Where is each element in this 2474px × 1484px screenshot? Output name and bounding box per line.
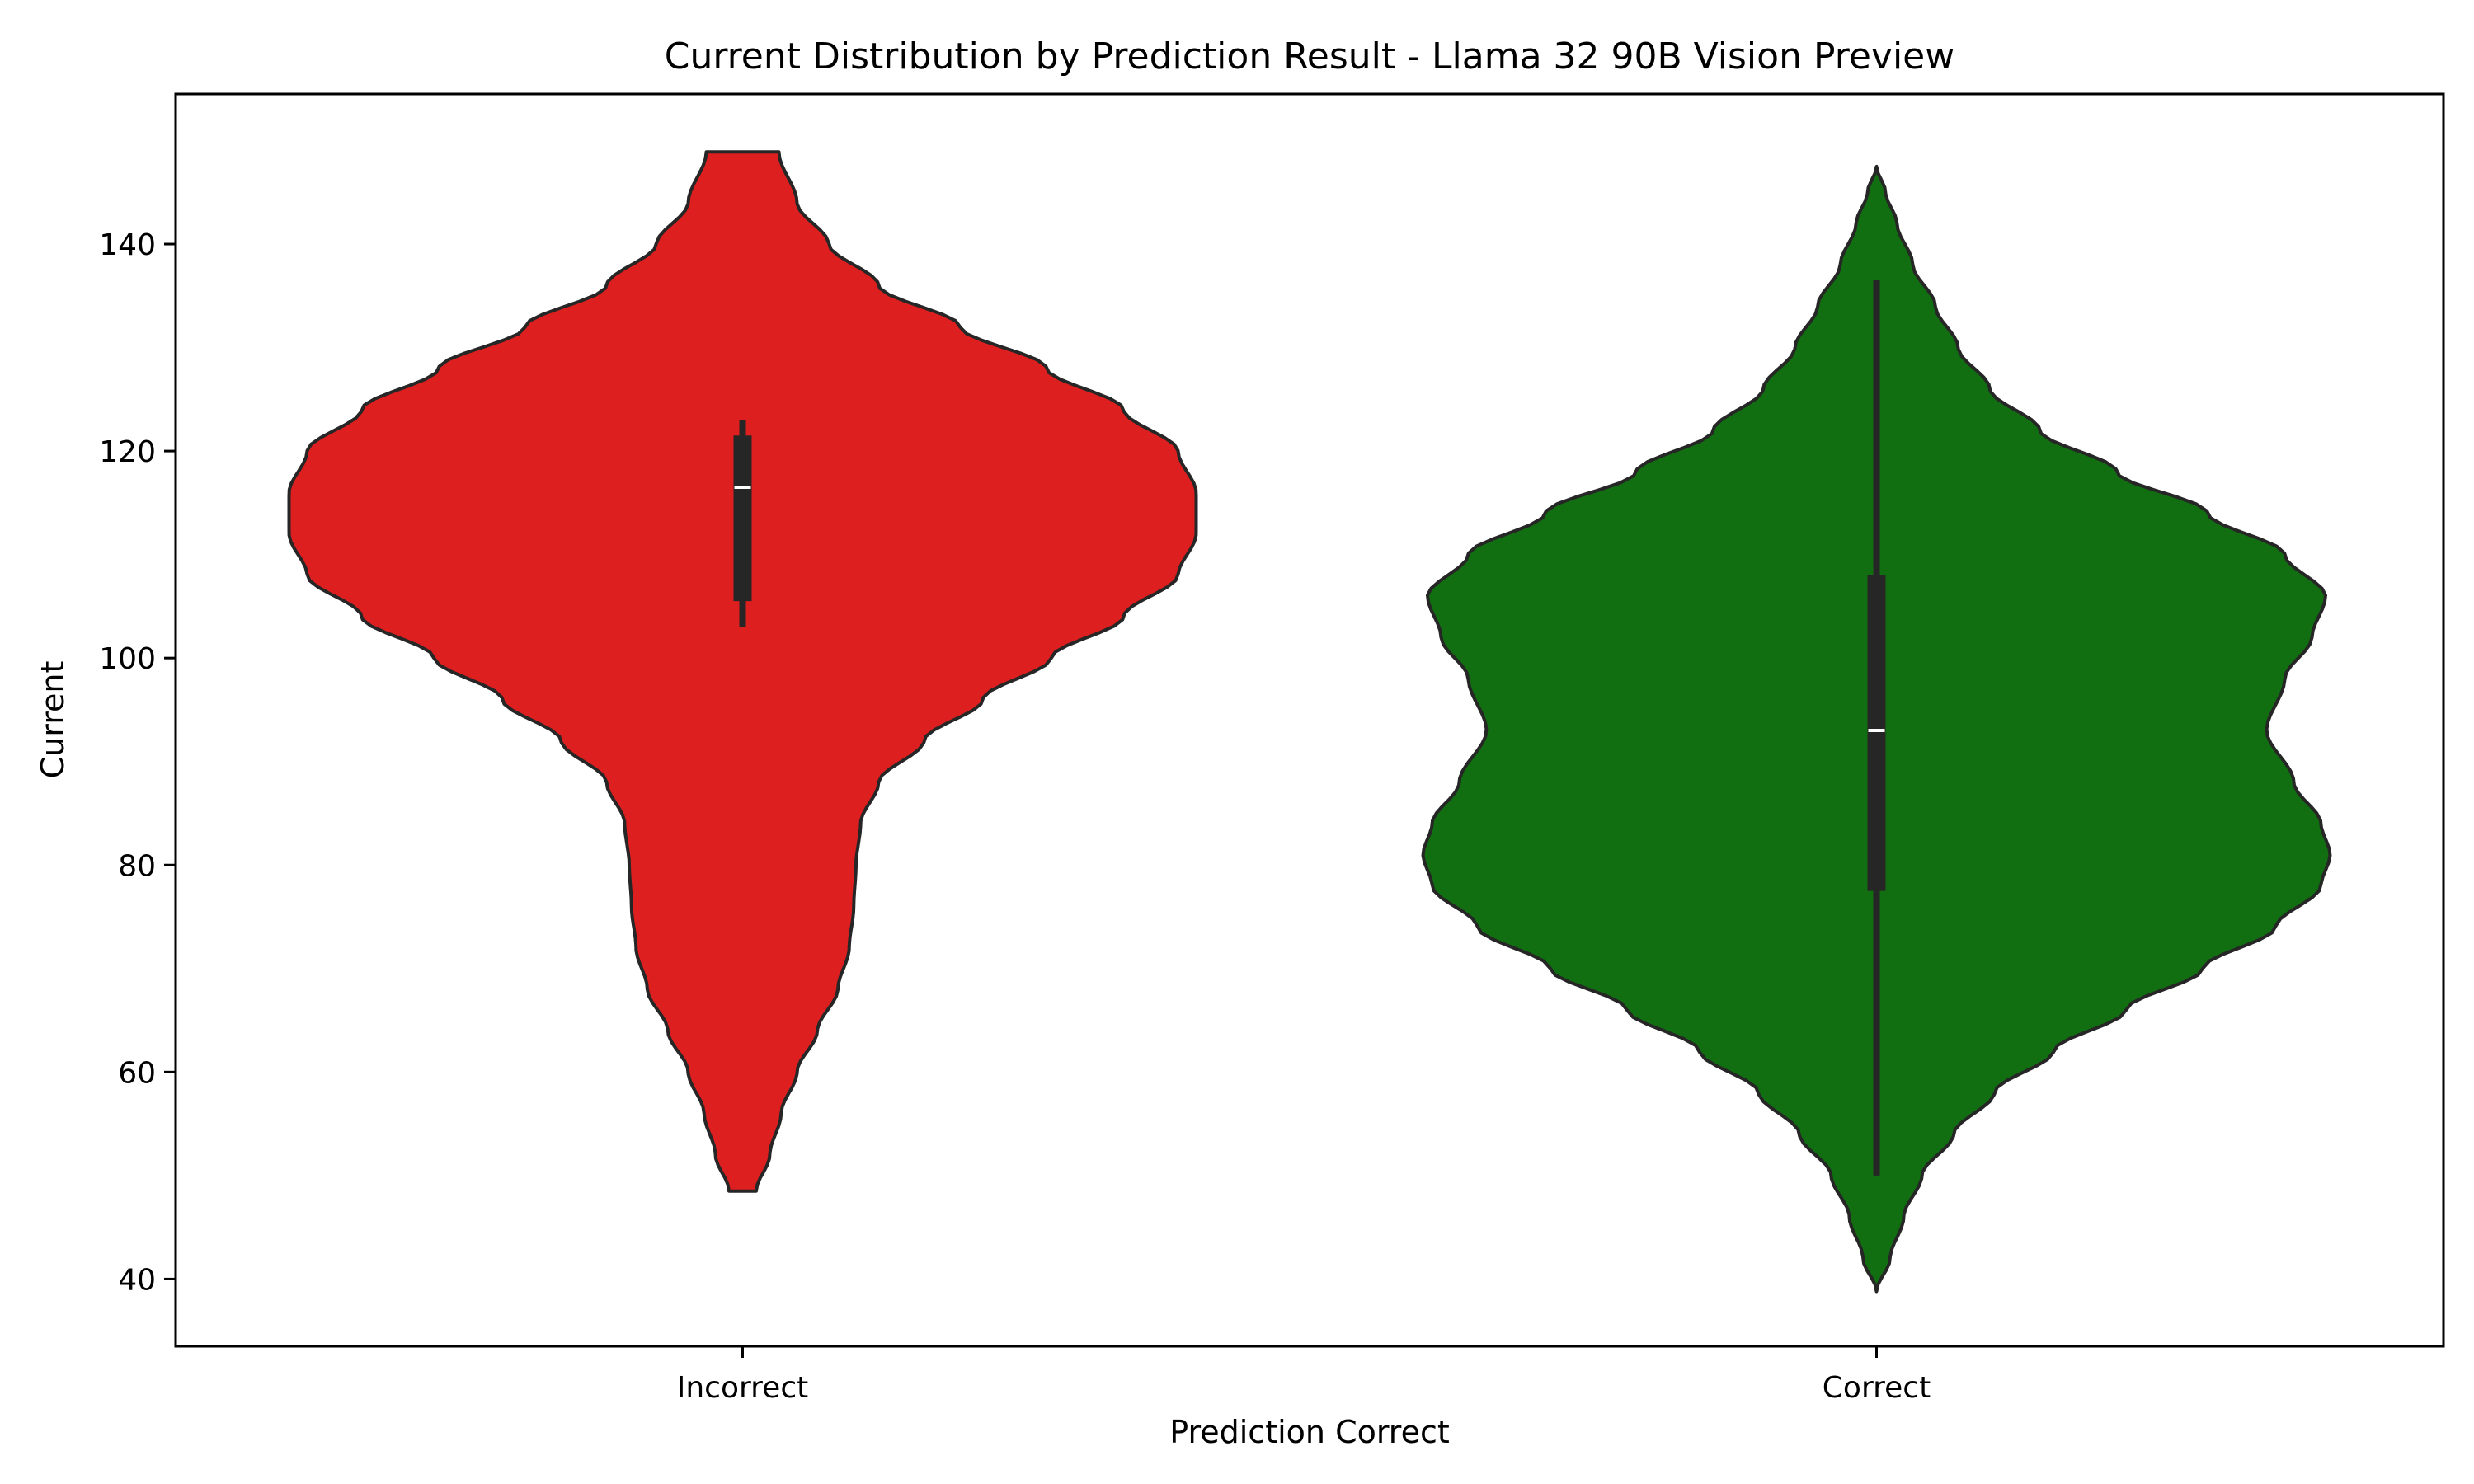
iqr-box (733, 435, 752, 602)
y-tick-label: 140 (99, 228, 156, 262)
x-tick-label: Correct (1823, 1371, 1931, 1405)
y-tick-label: 120 (99, 435, 156, 469)
y-tick-label: 60 (118, 1056, 156, 1090)
violins-layer (287, 150, 2332, 1294)
plot-frame (174, 92, 2445, 1348)
x-axis-label: Prediction Correct (1169, 1414, 1450, 1450)
chart-title: Current Distribution by Prediction Resul… (665, 35, 1954, 77)
y-axis-label: Current (35, 661, 71, 779)
x-axis: Incorrect Correct (677, 1346, 1931, 1405)
violin-incorrect (287, 150, 1198, 1193)
violin-body (287, 150, 1198, 1193)
violin-correct (1421, 164, 2332, 1294)
iqr-box (1867, 575, 1886, 891)
x-tick-label: Incorrect (677, 1371, 809, 1405)
y-tick-label: 40 (118, 1263, 156, 1297)
y-tick-label: 100 (99, 642, 156, 676)
y-axis: 40 60 80 100 120 140 (99, 228, 176, 1297)
y-tick-label: 80 (118, 849, 156, 883)
